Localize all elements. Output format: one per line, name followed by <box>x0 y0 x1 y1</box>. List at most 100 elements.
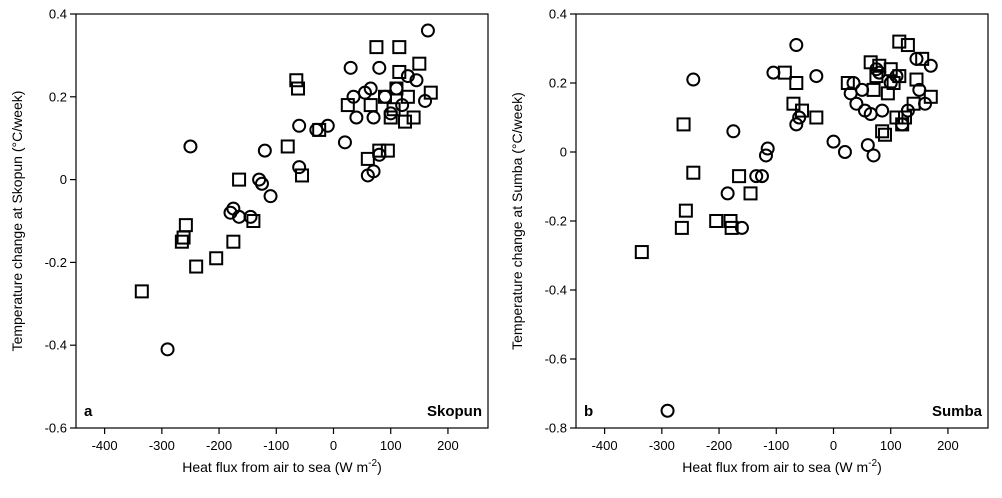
x-tick-label: -400 <box>592 438 618 453</box>
panel-name: Skopun <box>427 403 482 420</box>
x-tick-label: 0 <box>330 438 337 453</box>
circle-point <box>760 141 775 156</box>
square-point <box>863 55 878 70</box>
data-points <box>134 23 438 357</box>
square-point <box>809 110 824 125</box>
circle-point <box>749 169 764 184</box>
y-tick-label: -0.6 <box>545 352 567 367</box>
x-axis-label-superscript: -2 <box>868 458 877 469</box>
circle-point <box>257 143 272 158</box>
circle-point <box>378 89 392 104</box>
square-point <box>875 124 890 139</box>
square-point <box>915 51 930 66</box>
square-point <box>406 110 421 125</box>
y-tick-label: -0.8 <box>545 421 567 436</box>
square-point <box>389 81 404 96</box>
square-point <box>777 65 792 80</box>
y-tick-label: -0.6 <box>45 421 67 436</box>
square-point <box>634 245 649 260</box>
square-point <box>280 139 295 154</box>
x-axis-label-close: ) <box>377 459 382 475</box>
square-point <box>909 72 924 87</box>
circle-point <box>789 38 804 53</box>
square-point <box>289 73 304 88</box>
square-point <box>392 64 407 79</box>
square-point <box>789 76 804 90</box>
square-point <box>291 81 306 96</box>
circle-point <box>343 60 358 75</box>
y-axis-label: Temperature change at Sumba (°C/week) <box>509 92 525 350</box>
circle-point <box>809 69 824 84</box>
x-tick-label: 0 <box>830 438 837 453</box>
y-tick-label: 0 <box>560 145 567 160</box>
x-axis-label-superscript: -2 <box>368 458 377 469</box>
square-point <box>676 117 691 132</box>
circle-point <box>292 118 307 133</box>
y-tick-label: -0.2 <box>545 214 567 229</box>
x-axis-label: Heat flux from air to sea (W m-2) <box>682 458 882 475</box>
circle-point <box>420 23 435 38</box>
circle-point <box>372 60 387 75</box>
square-point <box>678 203 693 218</box>
plot-frame <box>575 13 989 429</box>
panel-name: Sumba <box>932 403 983 420</box>
square-point <box>892 34 907 49</box>
y-tick-label: -0.4 <box>545 283 567 298</box>
circle-point <box>389 81 404 96</box>
square-point <box>398 114 413 129</box>
square-point <box>134 284 149 299</box>
x-tick-label: -100 <box>263 438 289 453</box>
panel-letter: a <box>84 403 93 420</box>
square-point <box>226 234 241 249</box>
y-tick-label: 0.4 <box>49 7 67 22</box>
square-point <box>795 103 810 118</box>
x-axis-label: Heat flux from air to sea (W m-2) <box>182 458 382 475</box>
circle-point <box>363 81 378 96</box>
x-axis-label-close: ) <box>877 459 882 475</box>
x-tick-label: -400 <box>92 438 118 453</box>
x-axis-label-main: Heat flux from air to sea (W m <box>682 459 868 475</box>
square-point <box>295 168 310 183</box>
circle-point <box>758 148 773 163</box>
x-axis-label-main: Heat flux from air to sea (W m <box>182 459 368 475</box>
square-point <box>392 40 407 55</box>
square-point <box>892 69 907 84</box>
square-point <box>363 98 378 113</box>
square-point <box>386 102 401 117</box>
circle-point <box>720 186 735 201</box>
circle-point <box>409 73 424 88</box>
circle-point <box>243 209 258 224</box>
square-point <box>380 143 395 158</box>
circle-point <box>160 342 175 357</box>
circle-point <box>320 118 335 133</box>
circle-point <box>349 110 364 125</box>
square-point <box>232 172 247 187</box>
x-tick-label: 100 <box>880 438 902 453</box>
square-point <box>378 89 392 104</box>
x-axis: -400 -300 -200 -100 0 100 200 <box>592 428 959 453</box>
square-point <box>900 38 915 53</box>
circle-point <box>263 189 278 204</box>
circle-point <box>866 148 881 163</box>
circle-point <box>254 176 269 191</box>
x-tick-label: 100 <box>380 438 402 453</box>
x-axis: -400 -300 -200 -100 0 100 200 <box>92 428 459 453</box>
y-axis-label: Temperature change at Skopun (°C/week) <box>9 91 25 352</box>
y-tick-label: 0.2 <box>49 89 67 104</box>
square-point <box>878 127 892 142</box>
circle-point <box>837 145 852 159</box>
y-tick-label: 0.2 <box>549 76 567 91</box>
square-point <box>209 251 224 266</box>
square-point <box>412 56 427 71</box>
square-point <box>423 85 438 100</box>
square-point <box>906 96 921 111</box>
x-tick-label: -300 <box>649 438 675 453</box>
circle-point <box>686 72 701 87</box>
circle-point <box>366 110 381 125</box>
circle-point <box>292 160 307 175</box>
circle-point <box>860 138 875 153</box>
square-point <box>372 143 387 158</box>
y-tick-label: 0.4 <box>549 7 567 22</box>
x-tick-label: 200 <box>437 438 459 453</box>
square-point <box>383 110 398 125</box>
